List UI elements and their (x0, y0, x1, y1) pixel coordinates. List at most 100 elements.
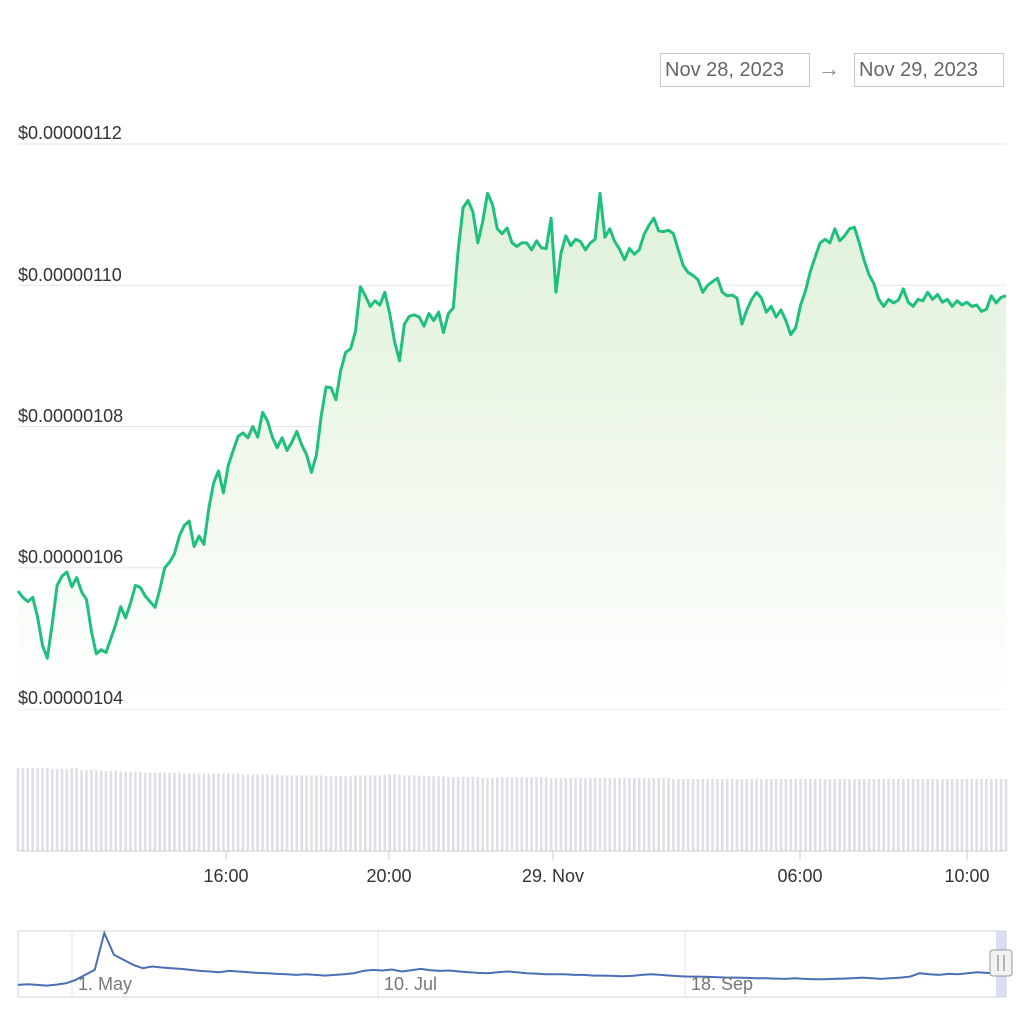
navigator-date-label: 1. May (78, 974, 133, 994)
date-from-input[interactable]: Nov 28, 2023 (660, 53, 810, 87)
volume-bar (310, 775, 313, 851)
volume-bar (437, 776, 440, 851)
navigator-handle-icon[interactable] (989, 949, 1013, 977)
volume-bar (290, 775, 294, 851)
volume-bar (104, 770, 108, 851)
volume-bar (994, 779, 998, 851)
volume-bar (41, 768, 44, 851)
volume-bar (339, 776, 343, 851)
volume-bar (906, 779, 910, 851)
volume-bar (681, 779, 685, 851)
volume-bar (608, 778, 612, 851)
volume-bar (794, 779, 797, 851)
volume-bar (70, 768, 74, 851)
volume-bar (153, 772, 157, 851)
volume-bar (60, 769, 64, 851)
volume-bar (755, 779, 758, 851)
volume-bar (613, 778, 616, 851)
volume-bar (26, 768, 30, 851)
volume-bar (960, 779, 964, 851)
volume-bar (75, 768, 78, 851)
volume-bar (633, 778, 636, 851)
volume-bar (65, 769, 69, 851)
volume-bar (95, 770, 98, 851)
volume-bar (266, 774, 269, 851)
volume-bar (540, 777, 543, 851)
volume-bar (124, 771, 127, 851)
volume-bar (285, 775, 289, 851)
volume-bar (222, 773, 225, 851)
volume-bar (412, 775, 416, 851)
volume-bar (256, 774, 259, 851)
volume-bar (955, 779, 959, 851)
y-tick-label: $0.00000106 (18, 547, 124, 567)
date-to-input[interactable]: Nov 29, 2023 (854, 53, 1004, 87)
x-tick-label: 16:00 (203, 866, 249, 886)
volume-bar (838, 779, 841, 851)
volume-bar (36, 768, 39, 851)
volume-bar (295, 775, 299, 851)
volume-bar (510, 777, 514, 851)
volume-bar (183, 773, 186, 851)
volume-bar (853, 779, 856, 851)
volume-bar (941, 779, 944, 851)
price-line (16, 191, 1007, 660)
x-tick-label: 10:00 (944, 866, 990, 886)
volume-bars (16, 768, 1008, 851)
volume-bar (867, 779, 871, 851)
volume-bar (706, 779, 709, 851)
volume-bar (975, 779, 978, 851)
volume-bar (657, 778, 660, 851)
volume-bar (148, 772, 152, 851)
volume-bar (579, 778, 582, 851)
y-tick-label: $0.00000110 (18, 265, 122, 285)
volume-bar (505, 777, 509, 851)
volume-bar (491, 778, 494, 851)
volume-bar (241, 774, 245, 851)
navigator[interactable] (17, 929, 1013, 998)
volume-bar (305, 775, 308, 851)
volume-bar (114, 770, 118, 851)
volume-bar (804, 779, 807, 851)
volume-bar (921, 779, 925, 851)
volume-bar (207, 773, 211, 851)
volume-bar (227, 773, 230, 851)
volume-bar (833, 779, 837, 851)
volume-bar (471, 777, 475, 851)
volume-bar (603, 778, 607, 851)
volume-bar (442, 776, 445, 851)
volume-bar (745, 779, 749, 851)
volume-bar (716, 779, 719, 851)
volume-bar (90, 770, 93, 851)
volume-bar (887, 779, 890, 851)
volume-bar (344, 776, 347, 851)
volume-bar (500, 777, 504, 851)
volume-bar (139, 771, 142, 851)
volume-bar (799, 779, 802, 851)
volume-bar (911, 779, 915, 851)
volume-bar (236, 773, 240, 851)
volume-bar (711, 779, 714, 851)
volume-bar (950, 779, 954, 851)
volume-bar (280, 775, 284, 851)
volume-bar (877, 779, 881, 851)
volume-bar (862, 779, 866, 851)
volume-bar (354, 775, 357, 851)
volume-bar (251, 774, 255, 851)
price-area (18, 193, 1006, 709)
volume-bar (892, 779, 895, 851)
volume-bar (349, 776, 352, 851)
volume-bar (730, 779, 734, 851)
volume-bar (672, 779, 675, 851)
volume-bar (544, 777, 548, 851)
volume-bar (569, 778, 572, 851)
volume-bar (725, 779, 729, 851)
volume-bar (574, 778, 577, 851)
volume-bar (178, 772, 181, 851)
x-tick-label: 20:00 (366, 866, 412, 886)
volume-bar (926, 779, 929, 851)
volume-bar (530, 777, 533, 851)
volume-bar (231, 773, 235, 851)
volume-bar (461, 777, 465, 851)
volume-bar (549, 778, 553, 851)
